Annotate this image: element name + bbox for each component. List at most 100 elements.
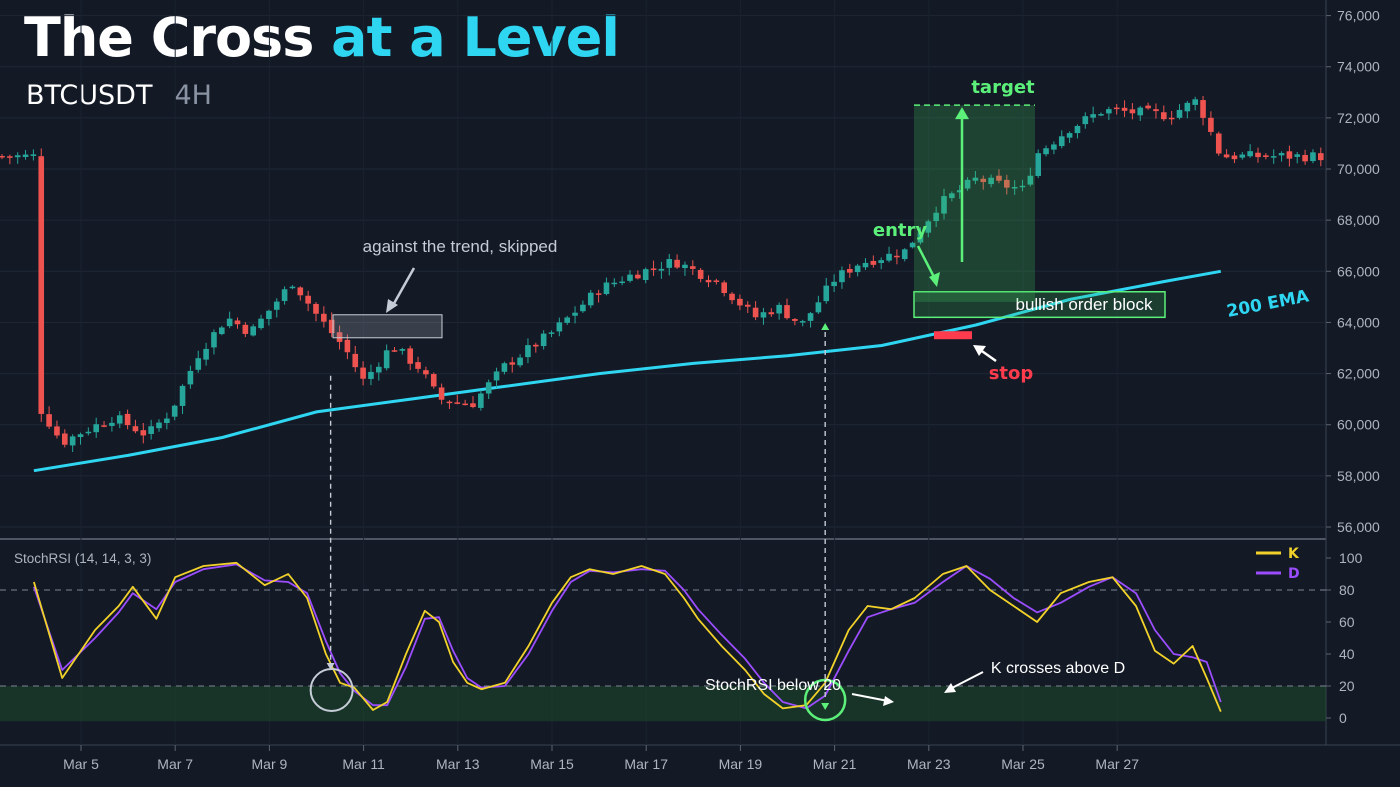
time-tick-label: Mar 19 <box>719 756 763 772</box>
candle-body <box>901 249 908 260</box>
candle-body <box>1176 109 1183 118</box>
candle-body <box>572 312 578 316</box>
candle-body <box>760 312 767 318</box>
candle-body <box>62 433 68 445</box>
candle-body <box>847 269 853 273</box>
candle-body <box>22 154 29 158</box>
price-tick-label: 68,000 <box>1337 212 1380 228</box>
candle-body <box>407 348 413 364</box>
candle-body <box>14 155 21 158</box>
candle-body <box>1043 148 1049 155</box>
order-block-label: bullish order block <box>1015 295 1153 314</box>
candle-body <box>674 259 680 268</box>
candle-body <box>321 313 327 322</box>
legend-label-k: K <box>1288 546 1300 562</box>
candle-body <box>336 332 343 342</box>
candle-body <box>1192 99 1198 105</box>
candle-body <box>242 324 249 334</box>
candle-body <box>156 422 162 429</box>
candle-body <box>140 430 147 436</box>
price-tick-label: 74,000 <box>1337 59 1380 75</box>
candle-body <box>391 350 398 352</box>
candle-body <box>509 362 516 365</box>
candle-body <box>1294 154 1301 157</box>
candle-body <box>266 310 272 320</box>
candle-body <box>917 232 924 243</box>
candle-body <box>587 292 594 306</box>
candle-body <box>1239 154 1246 158</box>
entry-label: entry <box>873 220 928 241</box>
time-tick-label: Mar 15 <box>530 756 574 772</box>
candle-body <box>854 265 861 273</box>
candle-body <box>1082 116 1089 125</box>
candle-body <box>297 287 304 296</box>
candle-body <box>203 348 209 360</box>
candle-body <box>219 327 225 335</box>
candle-body <box>164 418 170 424</box>
k-crosses-d-arrowhead <box>944 683 956 693</box>
time-tick-label: Mar 17 <box>624 756 668 772</box>
candle-body <box>980 178 987 183</box>
time-tick-label: Mar 7 <box>157 756 193 772</box>
price-tick-label: 58,000 <box>1337 468 1380 484</box>
candle-body <box>85 431 92 434</box>
target-label: target <box>971 77 1035 98</box>
candle-body <box>548 332 555 334</box>
ema-label: 200 EMA <box>1225 286 1311 322</box>
candle-body <box>1137 107 1144 116</box>
candle-body <box>1270 156 1277 158</box>
candle-body <box>1231 155 1238 160</box>
candle-body <box>642 269 649 281</box>
candle-body <box>101 425 107 427</box>
price-tick-label: 70,000 <box>1337 161 1380 177</box>
candle-body <box>988 177 994 185</box>
candle-body <box>305 295 311 304</box>
candle-body <box>831 281 837 287</box>
candle-body <box>1223 154 1230 158</box>
candle-body <box>1051 144 1057 150</box>
candle-body <box>234 320 241 325</box>
candle-body <box>886 253 892 261</box>
time-tick-label: Mar 27 <box>1095 756 1139 772</box>
candle-body <box>595 293 602 295</box>
candle-body <box>1074 125 1081 134</box>
below-20-arrowhead <box>883 696 894 706</box>
entry-arrowhead <box>929 272 940 287</box>
candle-body <box>925 221 932 233</box>
candle-body <box>658 268 665 271</box>
cross-circle <box>803 678 847 722</box>
candle-body <box>1004 179 1010 188</box>
candle-body <box>1310 152 1316 162</box>
candle-body <box>462 403 468 406</box>
candle-body <box>650 268 657 270</box>
candle-body <box>38 156 45 414</box>
candle-body <box>870 260 877 265</box>
candle-body <box>1113 107 1120 110</box>
candle-body <box>1035 153 1041 177</box>
time-tick-label: Mar 13 <box>436 756 480 772</box>
candle-body <box>478 393 484 408</box>
stop-label: stop <box>989 363 1034 384</box>
candle-body <box>313 303 319 314</box>
candle-body <box>69 436 76 446</box>
candle-body <box>525 345 531 358</box>
candle-body <box>1129 109 1136 114</box>
candle-body <box>1161 112 1167 120</box>
price-tick-label: 62,000 <box>1337 366 1380 382</box>
skipped-arrow <box>390 267 416 308</box>
legend-label-d: D <box>1288 566 1300 582</box>
candle-body <box>258 318 264 329</box>
candle-body <box>768 312 775 315</box>
chart-subtitle: BTCUSDT 4H <box>26 80 212 111</box>
candle-body <box>93 424 99 433</box>
candle-body <box>281 289 288 302</box>
candle-body <box>1200 100 1206 118</box>
candle-body <box>116 415 123 424</box>
k-crosses-d-arrow-shaft <box>949 671 984 690</box>
candle-body <box>564 317 570 323</box>
candle-body <box>729 293 735 301</box>
oversold-zone <box>0 686 1326 722</box>
time-tick-label: Mar 11 <box>342 756 385 772</box>
candle-body <box>226 318 233 327</box>
candle-body <box>682 264 688 269</box>
